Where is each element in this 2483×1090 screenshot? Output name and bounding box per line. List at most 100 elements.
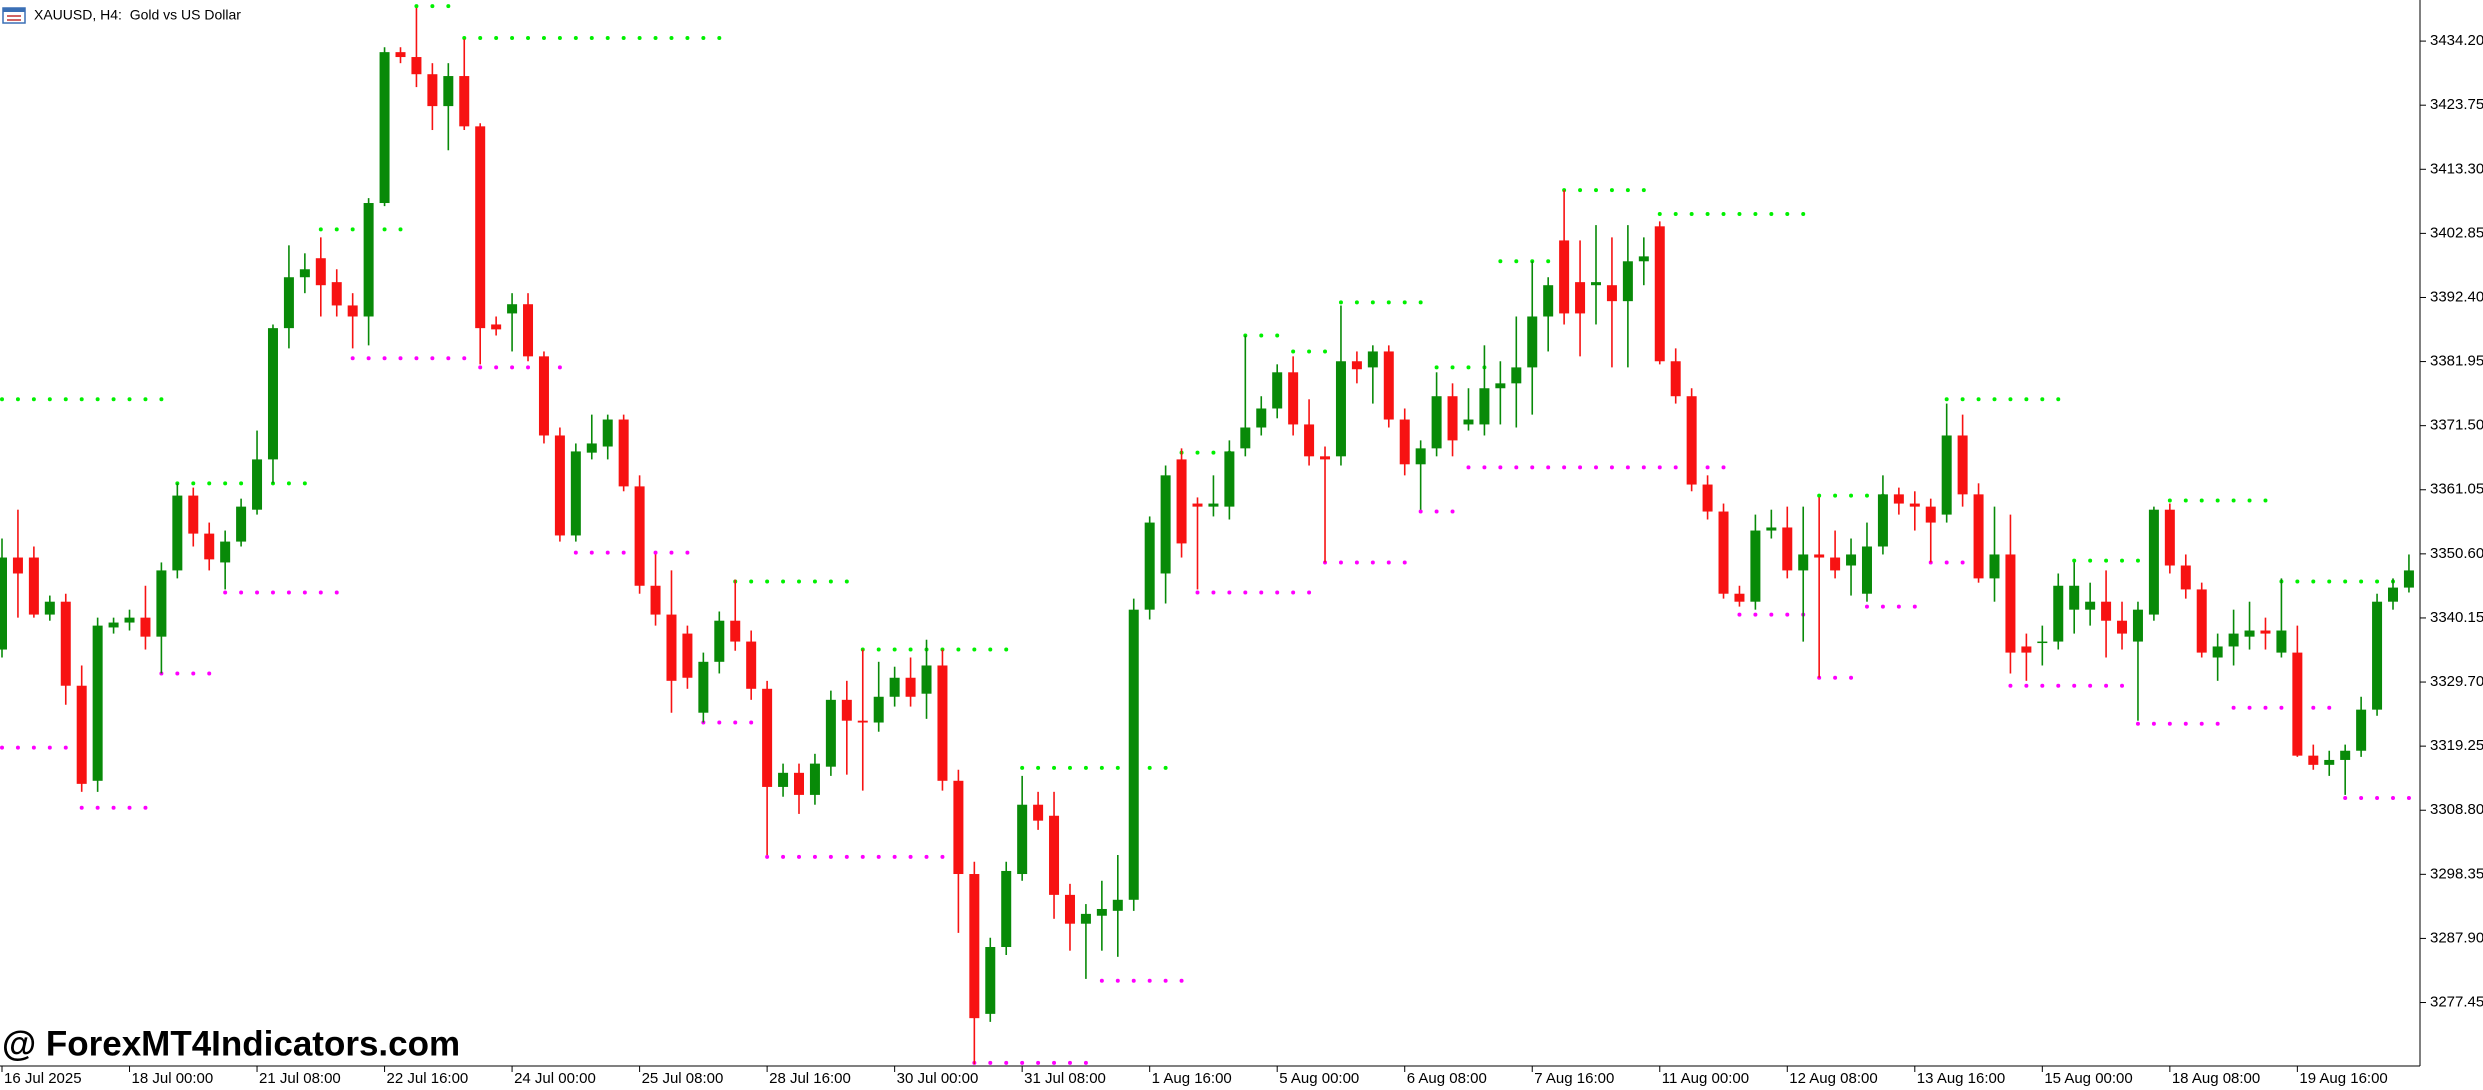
y-tick-label: 3277.45	[2430, 993, 2483, 1010]
y-tick-label: 3308.80	[2430, 801, 2483, 818]
x-tick-label: 15 Aug 00:00	[2044, 1070, 2132, 1087]
candle-body	[1176, 459, 1187, 544]
candle-body	[1001, 870, 1012, 948]
candle-body	[2308, 755, 2319, 765]
candle-body	[1622, 261, 1633, 302]
candle-body	[2212, 646, 2223, 658]
candle-body	[730, 620, 741, 642]
y-tick-label: 3319.25	[2430, 737, 2483, 754]
candle-body	[2021, 646, 2032, 653]
x-tick-label: 24 Jul 00:00	[514, 1070, 596, 1087]
candle-body	[1415, 448, 1426, 465]
candle-body	[140, 617, 151, 637]
candle-body	[44, 601, 55, 615]
candle-body	[1750, 530, 1761, 602]
candle-body	[1766, 527, 1777, 531]
candle-body	[2085, 601, 2096, 610]
candle-body	[1256, 408, 1267, 428]
y-tick-label: 3340.15	[2430, 609, 2483, 626]
candle-body	[315, 258, 326, 286]
candle-body	[2164, 509, 2175, 566]
candle-body	[124, 617, 135, 623]
chart-title: XAUUSD, H4: Gold vs US Dollar	[34, 7, 241, 23]
candle-body	[108, 622, 119, 628]
candle-body	[283, 277, 294, 329]
candle-body	[2372, 601, 2383, 710]
icon-bar	[3, 8, 25, 12]
y-tick-label: 3392.40	[2430, 288, 2483, 305]
candle-body	[92, 625, 103, 781]
candle-body	[1989, 554, 2000, 579]
x-tick-label: 25 Jul 08:00	[642, 1070, 724, 1087]
x-tick-label: 18 Aug 08:00	[2172, 1070, 2260, 1087]
x-tick-label: 11 Aug 00:00	[1662, 1070, 1749, 1087]
candle-body	[985, 947, 996, 1014]
candle-body	[491, 324, 502, 330]
candle-body	[252, 459, 263, 510]
candle-body	[172, 495, 183, 571]
candle-body	[1064, 894, 1075, 924]
candle-body	[1224, 451, 1235, 507]
candle-body	[1367, 351, 1378, 368]
candle-body	[411, 57, 422, 75]
candle-body	[1240, 427, 1251, 449]
candle-body	[1575, 282, 1586, 314]
candle-body	[921, 665, 932, 694]
candle-body	[698, 661, 709, 713]
candle-body	[60, 601, 71, 686]
x-tick-label: 12 Aug 08:00	[1789, 1070, 1877, 1087]
candle-body	[507, 304, 518, 314]
x-tick-label: 30 Jul 00:00	[897, 1070, 979, 1087]
candle-body	[2260, 630, 2271, 634]
candle-body	[1479, 388, 1490, 425]
candle-body	[1702, 484, 1713, 512]
candle-body	[1511, 367, 1522, 384]
candle-body	[1973, 494, 1984, 579]
candle-body	[825, 699, 836, 767]
candle-body	[1925, 506, 1936, 523]
candle-body	[299, 269, 310, 278]
x-tick-label: 22 Jul 16:00	[387, 1070, 469, 1087]
candle-body	[156, 570, 167, 637]
y-tick-label: 3413.30	[2430, 160, 2483, 177]
candle-body	[1814, 554, 1825, 558]
candle-body	[267, 328, 278, 460]
candle-body	[586, 443, 597, 453]
candle-body	[873, 696, 884, 723]
candle-body	[1320, 456, 1331, 460]
candle-body	[1734, 593, 1745, 602]
candle-body	[475, 126, 486, 329]
candle-body	[1160, 475, 1171, 574]
candle-body	[1957, 435, 1968, 495]
candle-body	[443, 76, 454, 107]
x-tick-label: 6 Aug 08:00	[1407, 1070, 1487, 1087]
candle-body	[1096, 908, 1107, 916]
x-tick-label: 19 Aug 16:00	[2299, 1070, 2387, 1087]
y-tick-label: 3423.75	[2430, 96, 2483, 113]
candle-body	[1718, 511, 1729, 594]
candle-body	[682, 633, 693, 678]
y-tick-label: 3361.05	[2430, 481, 2483, 498]
candle-body	[1351, 361, 1362, 370]
candle-body	[2101, 601, 2112, 621]
candle-body	[1208, 503, 1219, 507]
candle-body	[1399, 419, 1410, 465]
candle-body	[1447, 396, 1458, 441]
x-tick-label: 1 Aug 16:00	[1152, 1070, 1232, 1087]
y-tick-label: 3371.50	[2430, 417, 2483, 434]
x-tick-label: 16 Jul 2025	[4, 1070, 82, 1087]
x-tick-label: 5 Aug 00:00	[1279, 1070, 1359, 1087]
candle-body	[1017, 804, 1028, 875]
candle-body	[634, 486, 645, 586]
candle-body	[1288, 372, 1299, 425]
candle-body	[2037, 641, 2048, 644]
y-tick-label: 3434.20	[2430, 32, 2483, 49]
candle-body	[459, 76, 470, 127]
candle-body	[1638, 256, 1649, 262]
candle-body	[1272, 372, 1283, 409]
candle-body	[188, 495, 199, 534]
candle-body	[2148, 509, 2159, 615]
